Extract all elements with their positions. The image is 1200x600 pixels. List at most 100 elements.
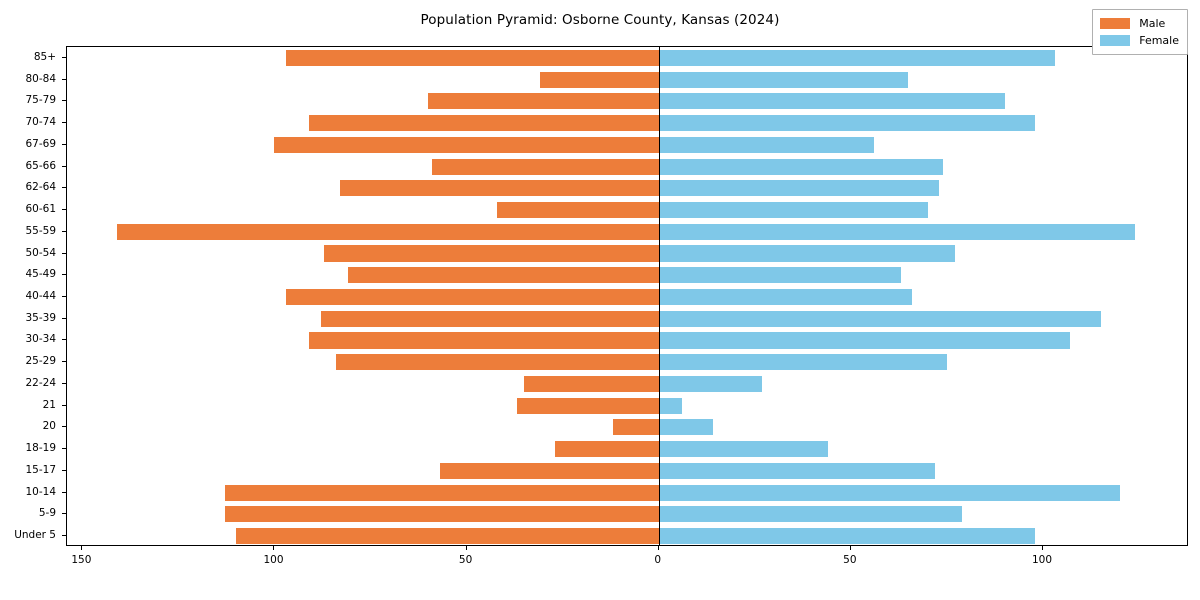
y-tick-label: 65-66 xyxy=(25,159,56,172)
bar-row xyxy=(67,528,1187,545)
bar-male[interactable] xyxy=(286,288,659,306)
y-tick-mark xyxy=(62,78,66,80)
y-tick-label: 35-39 xyxy=(25,311,56,324)
bar-male[interactable] xyxy=(224,506,659,523)
bar-male[interactable] xyxy=(612,419,659,436)
bar-male[interactable] xyxy=(539,71,659,88)
bar-male[interactable] xyxy=(432,158,659,175)
bar-male[interactable] xyxy=(224,484,659,501)
plot-area xyxy=(66,46,1188,546)
bar-male[interactable] xyxy=(439,462,659,479)
bar-male[interactable] xyxy=(309,115,659,132)
bar-row xyxy=(67,93,1187,110)
bar-row xyxy=(67,136,1187,153)
legend-swatch-female-icon xyxy=(1100,35,1131,46)
y-tick-mark xyxy=(62,469,66,471)
y-tick-label: 30-34 xyxy=(25,333,56,346)
bar-male[interactable] xyxy=(320,310,659,327)
bar-female[interactable] xyxy=(658,528,1036,545)
y-tick-label: 22-24 xyxy=(25,376,56,389)
bar-female[interactable] xyxy=(658,115,1036,132)
bar-female[interactable] xyxy=(658,484,1120,501)
x-tick-mark xyxy=(273,546,275,550)
bar-male[interactable] xyxy=(339,180,659,197)
bar-row xyxy=(67,332,1187,349)
bar-male[interactable] xyxy=(554,441,659,458)
x-tick-label: 100 xyxy=(263,554,284,566)
y-tick-mark xyxy=(62,230,66,232)
y-tick-label: 75-79 xyxy=(25,94,56,107)
bar-female[interactable] xyxy=(658,202,928,219)
y-tick-mark xyxy=(62,361,66,363)
bar-male[interactable] xyxy=(428,93,659,110)
legend-entry-male[interactable]: Male xyxy=(1100,15,1179,32)
y-tick-label: 45-49 xyxy=(25,268,56,281)
bar-female[interactable] xyxy=(658,71,909,88)
bar-male[interactable] xyxy=(347,267,659,284)
bar-male[interactable] xyxy=(516,397,659,414)
legend-label-male: Male xyxy=(1139,17,1166,30)
bar-female[interactable] xyxy=(658,180,940,197)
y-tick-label: 40-44 xyxy=(25,290,56,302)
bar-male[interactable] xyxy=(309,332,659,349)
bar-female[interactable] xyxy=(658,462,936,479)
y-tick-label: 55-59 xyxy=(25,224,56,237)
y-tick-mark xyxy=(62,448,66,450)
y-tick-label: 62-64 xyxy=(25,181,56,194)
y-tick-mark xyxy=(62,187,66,189)
y-tick-label: 50-54 xyxy=(25,246,56,259)
y-tick-mark xyxy=(62,122,66,124)
bar-female[interactable] xyxy=(658,419,713,436)
bar-male[interactable] xyxy=(116,223,659,240)
bar-female[interactable] xyxy=(658,441,828,458)
y-tick-mark xyxy=(62,143,66,145)
bar-male[interactable] xyxy=(524,375,659,392)
bar-female[interactable] xyxy=(658,158,944,175)
bar-female[interactable] xyxy=(658,245,955,262)
bar-row xyxy=(67,419,1187,436)
y-tick-label: 5-9 xyxy=(38,507,56,520)
y-tick-mark xyxy=(62,491,66,493)
bar-female[interactable] xyxy=(658,288,913,306)
bar-male[interactable] xyxy=(236,528,659,545)
bar-male[interactable] xyxy=(497,202,659,219)
y-tick-mark xyxy=(62,252,66,254)
y-axis: 85+ 80-84 75-79 70-74 67-69 65-66 62-64 60-61 55… xyxy=(0,46,66,546)
y-tick-label: Under 5 xyxy=(14,529,56,542)
bar-male[interactable] xyxy=(274,136,659,153)
bar-female[interactable] xyxy=(658,49,1055,66)
bar-female[interactable] xyxy=(658,136,874,153)
bar-female[interactable] xyxy=(658,375,763,392)
x-tick-label: 50 xyxy=(843,554,857,566)
legend-swatch-male-icon xyxy=(1100,18,1131,29)
x-tick-mark xyxy=(1041,546,1043,550)
y-tick-label: 10-14 xyxy=(25,485,56,498)
y-tick-mark xyxy=(62,165,66,167)
legend-entry-female[interactable]: Female xyxy=(1100,32,1179,49)
y-tick-mark xyxy=(62,274,66,276)
y-tick-mark xyxy=(62,404,66,406)
bar-female[interactable] xyxy=(658,397,682,414)
bar-female[interactable] xyxy=(658,332,1070,349)
y-tick-label: 18-19 xyxy=(25,442,56,455)
bar-row xyxy=(67,158,1187,175)
bar-female[interactable] xyxy=(658,267,901,284)
bar-male[interactable] xyxy=(286,49,659,66)
y-tick-label: 70-74 xyxy=(25,116,56,129)
chart-title: Population Pyramid: Osborne County, Kans… xyxy=(420,12,780,28)
y-tick-mark xyxy=(62,535,66,537)
bar-female[interactable] xyxy=(658,93,1005,110)
y-tick-mark xyxy=(62,339,66,341)
bar-female[interactable] xyxy=(658,354,947,371)
bar-male[interactable] xyxy=(324,245,659,262)
bar-female[interactable] xyxy=(658,506,963,523)
x-tick-mark xyxy=(657,546,659,550)
y-tick-mark xyxy=(62,317,66,319)
bar-female[interactable] xyxy=(658,223,1136,240)
x-tick-mark xyxy=(465,546,467,550)
bar-row xyxy=(67,484,1187,501)
bar-row xyxy=(67,49,1187,66)
bar-female[interactable] xyxy=(658,310,1101,327)
bar-row xyxy=(67,71,1187,88)
bar-male[interactable] xyxy=(335,354,659,371)
